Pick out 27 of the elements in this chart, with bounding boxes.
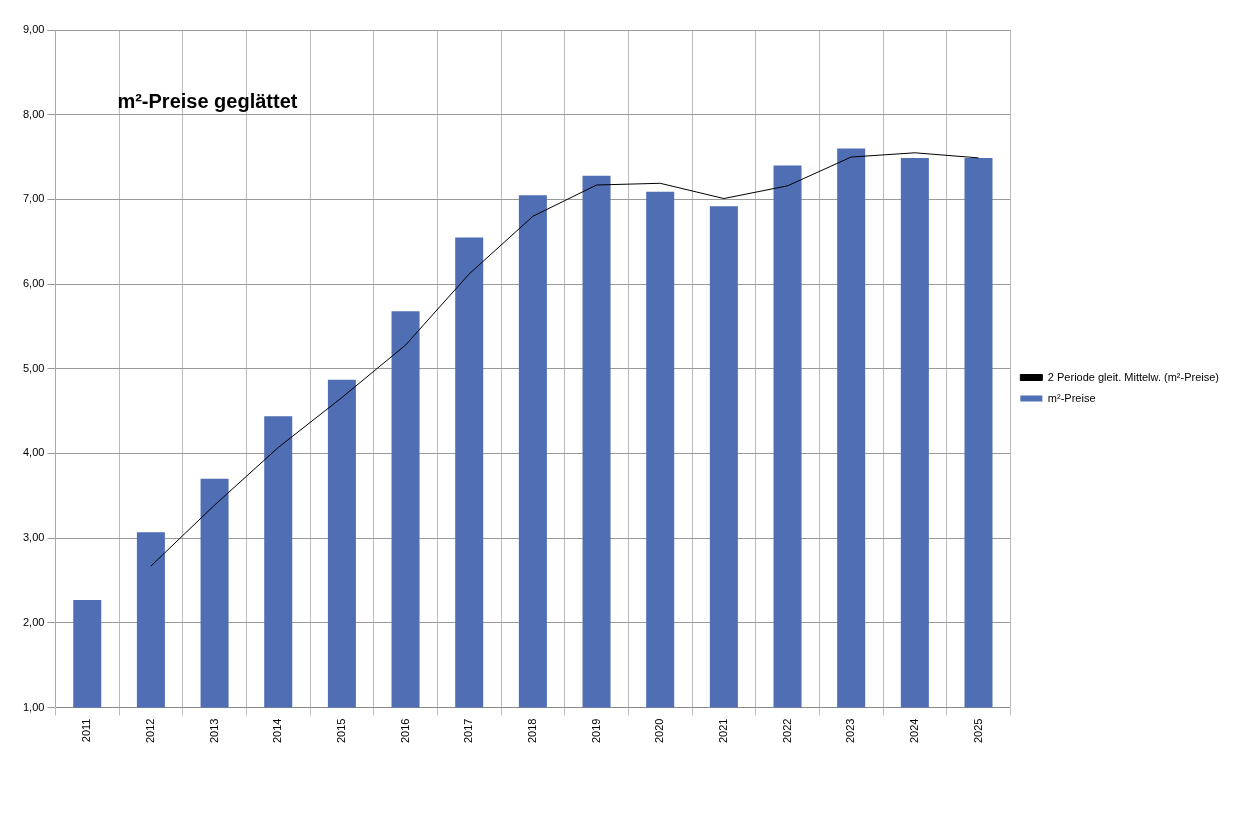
y-tick-label: 2,00 xyxy=(22,615,45,628)
legend-label: 2 Periode gleit. Mittelw. (m²-Preise) xyxy=(1047,370,1220,383)
x-tick-label: 2013 xyxy=(207,718,220,744)
x-tick-label: 2018 xyxy=(525,718,538,744)
x-tick-label: 2022 xyxy=(780,718,793,744)
x-tick-label: 2011 xyxy=(80,718,93,743)
x-tick-label: 2020 xyxy=(653,718,666,744)
y-tick-label: 9,00 xyxy=(22,23,45,36)
y-tick-label: 4,00 xyxy=(22,446,45,459)
x-tick-label: 2014 xyxy=(271,718,284,744)
text: m²-Preise geglättet xyxy=(117,89,298,112)
x-tick-label: 2016 xyxy=(398,718,411,744)
y-tick-label: 5,00 xyxy=(22,361,45,374)
x-tick-label: 2017 xyxy=(462,718,475,744)
x-tick-label: 2015 xyxy=(334,718,347,744)
x-tick-label: 2025 xyxy=(971,718,984,744)
x-tick-label: 2019 xyxy=(589,718,602,744)
x-tick-label: 2023 xyxy=(844,718,857,744)
x-tick-label: 2021 xyxy=(716,718,729,744)
y-tick-label: 7,00 xyxy=(22,192,45,205)
y-tick-label: 1,00 xyxy=(22,700,45,713)
x-tick-label: 2024 xyxy=(907,718,920,744)
y-tick-label: 6,00 xyxy=(22,277,45,290)
y-tick-label: 8,00 xyxy=(22,107,45,120)
legend-label: m²-Preise xyxy=(1047,391,1096,404)
x-tick-label: 2012 xyxy=(143,718,156,744)
y-tick-label: 3,00 xyxy=(22,531,45,544)
